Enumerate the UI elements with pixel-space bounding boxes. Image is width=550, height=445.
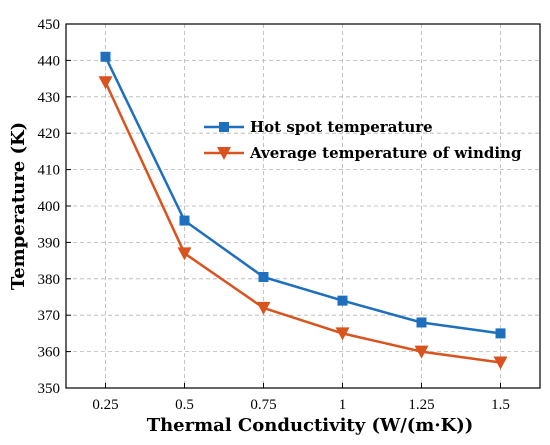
data-point-square [337,295,348,306]
legend: Hot spot temperature Average temperature… [204,118,522,162]
legend-label-hot-spot: Hot spot temperature [250,118,433,136]
y-tick-label: 390 [38,235,61,251]
series-hot-spot [100,51,506,339]
y-axis-ticks: 350 360 370 380 390 400 410 420 430 440 450 [38,17,71,397]
x-tick-label: 0.75 [250,397,276,413]
x-tick-label: 0.25 [92,397,118,413]
data-point-square [416,317,427,328]
legend-item-average-winding: Average temperature of winding [204,144,522,162]
data-point-square [179,215,190,226]
data-point-triangle [414,345,429,359]
grid-lines [66,24,540,388]
plot-frame [65,23,541,389]
y-tick-label: 360 [38,345,61,361]
data-point-triangle [98,76,113,90]
x-tick-label: 1 [339,397,347,413]
x-tick-label: 1.5 [491,397,510,413]
x-tick-label: 0.5 [175,397,194,413]
legend-triangle-marker [217,147,231,160]
data-point-triangle [335,327,350,341]
data-point-square [100,51,111,62]
series-line [104,81,501,364]
y-tick-label: 420 [38,126,61,142]
x-tick-label: 1.25 [408,397,434,413]
series-average-winding [98,76,508,370]
legend-item-hot-spot: Hot spot temperature [204,118,433,136]
y-axis-title: Temperature (K) [8,122,29,290]
x-axis-title: Thermal Conductivity (W/(m·K)) [147,415,474,436]
series-line [104,56,501,335]
data-point-triangle [177,247,192,261]
data-point-square [258,271,269,282]
y-tick-label: 370 [38,308,61,324]
data-point-square [495,328,506,339]
y-tick-label: 400 [38,199,61,215]
data-point-triangle [493,356,508,370]
legend-label-average-winding: Average temperature of winding [249,144,522,162]
series-layer [98,51,508,370]
data-point-triangle [256,301,271,315]
y-tick-label: 430 [38,90,61,106]
y-tick-label: 350 [38,381,61,397]
y-tick-label: 440 [38,53,61,69]
y-tick-label: 380 [38,272,61,288]
y-tick-label: 450 [38,17,61,33]
legend-square-marker [219,122,229,132]
x-axis-ticks: 0.25 0.5 0.75 1 1.25 1.5 [92,383,510,413]
y-tick-label: 410 [38,163,61,179]
